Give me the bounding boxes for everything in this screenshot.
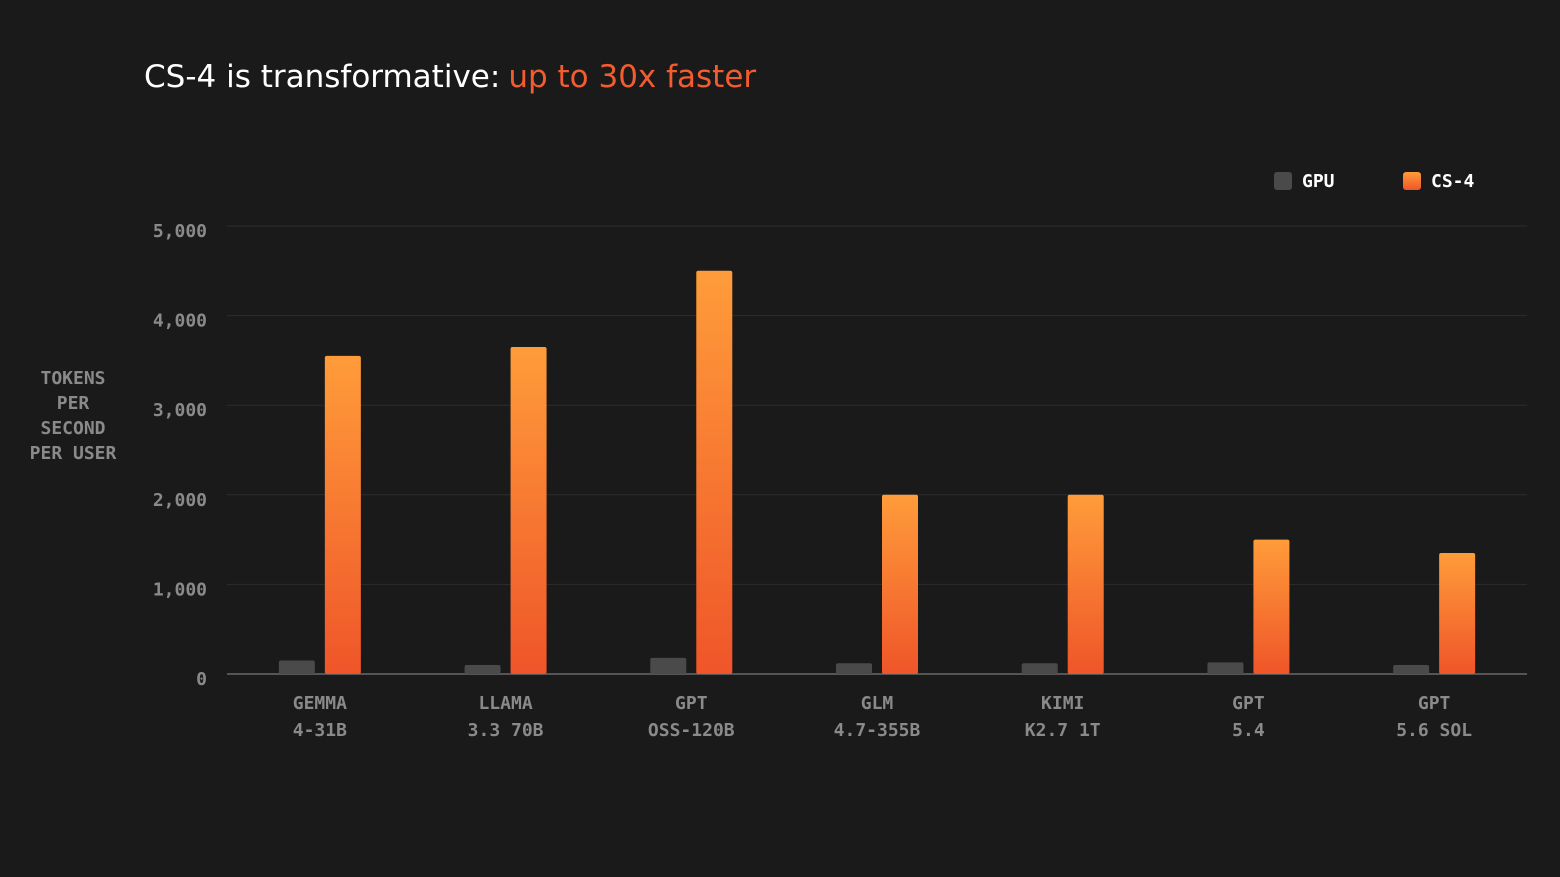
x-tick-label: GLM — [861, 693, 894, 714]
y-tick-label: 0 — [196, 669, 207, 690]
bar — [510, 346, 547, 674]
bar — [836, 663, 872, 674]
bar — [1439, 553, 1476, 674]
bar — [1021, 663, 1058, 674]
bar — [1253, 539, 1290, 674]
x-tick-label: LLAMA — [478, 693, 532, 714]
x-tick-label: 5.6 SOL — [1396, 720, 1472, 741]
x-tick-label: 4.7-355B — [834, 720, 921, 741]
x-tick-label: GPT — [1418, 693, 1451, 714]
x-tick-label: OSS-120B — [648, 720, 735, 741]
y-tick-label: 3,000 — [153, 400, 207, 421]
title-highlight: up to 30x faster — [508, 59, 756, 95]
y-axis-label: PER USER — [30, 443, 117, 464]
legend-label: CS-4 — [1431, 171, 1475, 192]
x-tick-label: KIMI — [1041, 693, 1084, 714]
x-tick-label: 3.3 70B — [468, 720, 544, 741]
x-tick-label: 4-31B — [293, 720, 347, 741]
chart-title: CS-4 is transformative: up to 30x faster — [144, 59, 756, 95]
x-tick-label: 5.4 — [1232, 720, 1265, 741]
y-axis-label: TOKENS — [40, 368, 105, 389]
bar — [1067, 494, 1104, 674]
y-tick-label: 4,000 — [153, 311, 207, 332]
legend-swatch — [1274, 172, 1292, 190]
bar — [882, 494, 918, 674]
y-tick-label: 5,000 — [153, 221, 207, 242]
bar — [1207, 662, 1244, 674]
bar — [324, 355, 361, 674]
title-main: CS-4 is transformative: — [144, 59, 500, 95]
y-axis-label: SECOND — [40, 418, 105, 439]
legend-label: GPU — [1302, 171, 1335, 192]
y-tick-label: 1,000 — [153, 579, 207, 600]
y-axis-label: PER — [57, 393, 90, 414]
x-tick-label: K2.7 1T — [1025, 720, 1101, 741]
bar — [696, 270, 733, 674]
y-tick-label: 2,000 — [153, 490, 207, 511]
legend-swatch — [1403, 172, 1421, 190]
bar — [278, 660, 315, 674]
bar — [464, 665, 501, 674]
x-tick-label: GEMMA — [293, 693, 347, 714]
x-tick-label: GPT — [1232, 693, 1265, 714]
bar — [1393, 665, 1430, 674]
x-tick-label: GPT — [675, 693, 708, 714]
bar — [650, 657, 687, 674]
